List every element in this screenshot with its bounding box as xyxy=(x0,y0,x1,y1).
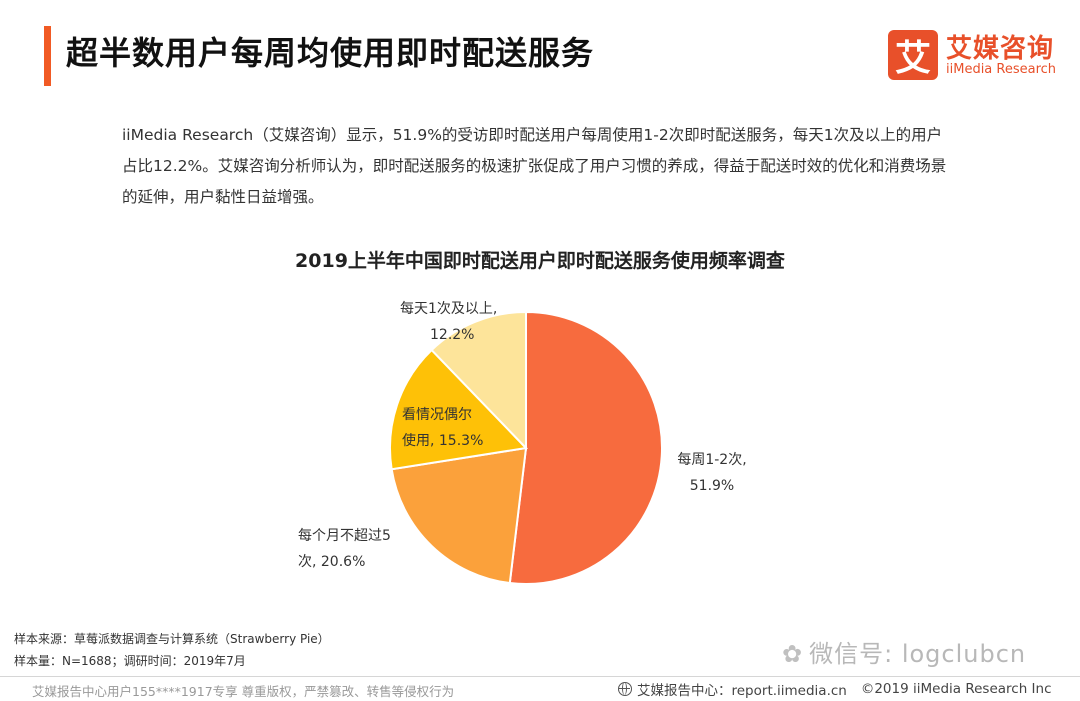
sample-size-note: 样本量：N=1688；调研时间：2019年7月 xyxy=(14,654,246,668)
pie-slice xyxy=(508,310,663,585)
report-center-link[interactable]: 艾媒报告中心：report.iimedia.cn xyxy=(637,683,847,699)
pie-slice xyxy=(390,446,528,585)
pie-data-label: 每天1次及以上, xyxy=(400,301,497,317)
page-title: 超半数用户每周均使用即时配送服务 xyxy=(66,34,595,72)
wechat-icon: ✿ xyxy=(782,640,804,668)
copyright-text: ©2019 iiMedia Research Inc xyxy=(860,681,1052,697)
wechat-watermark: ✿ 微信号: logclubcn xyxy=(782,634,1026,669)
pie-data-label: 每个月不超过5 xyxy=(298,528,391,544)
pie-data-label: 12.2% xyxy=(430,327,474,343)
logo-mark: 艾 xyxy=(888,30,938,80)
pie-slice xyxy=(389,348,529,471)
copyright-notice: 艾媒报告中心用户155****1917专享 尊重版权，严禁篡改、转售等侵权行为 xyxy=(32,684,455,699)
pie-data-label: 使用, 15.3% xyxy=(402,432,483,449)
pie-data-label: 看情况偶尔 xyxy=(402,407,472,423)
pie-slice xyxy=(430,310,527,451)
footer-links: 艾媒报告中心：report.iimedia.cn ©2019 iiMedia R… xyxy=(618,679,1052,699)
watermark-text: 微信号: logclubcn xyxy=(809,640,1027,668)
brand-logo: 艾 艾媒咨询 iiMedia Research xyxy=(888,28,1068,84)
summary-paragraph: iiMedia Research（艾媒咨询）显示，51.9%的受访即时配送用户每… xyxy=(122,126,947,206)
globe-icon xyxy=(618,682,632,696)
chart-title: 2019上半年中国即时配送用户即时配送服务使用频率调查 xyxy=(295,250,785,272)
pie-data-label: 次, 20.6% xyxy=(298,554,365,570)
logo-cn-text: 艾媒咨询 xyxy=(946,34,1055,64)
pie-data-label: 每周1-2次, xyxy=(677,452,746,468)
pie-data-label: 51.9% xyxy=(690,478,734,494)
sample-source-note: 样本来源：草莓派数据调查与计算系统（Strawberry Pie） xyxy=(14,632,330,646)
logo-en-text: iiMedia Research xyxy=(946,62,1057,77)
title-accent-bar xyxy=(44,26,51,86)
footer-divider xyxy=(0,676,1080,677)
